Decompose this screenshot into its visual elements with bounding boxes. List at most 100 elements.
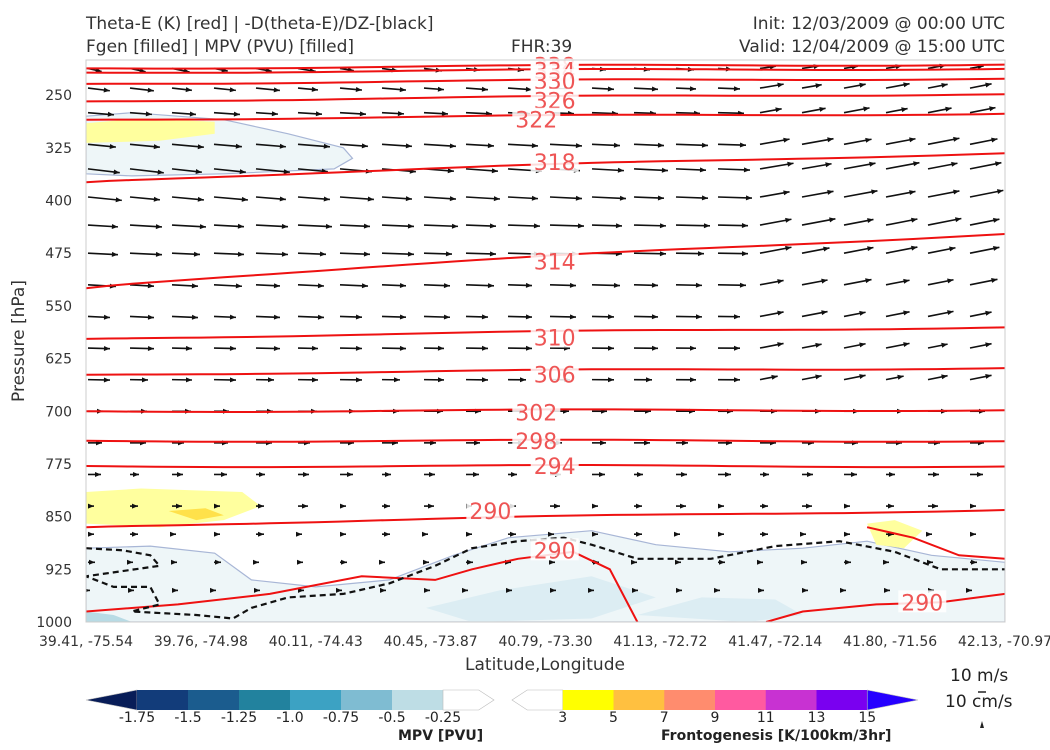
wind-arrow-head <box>783 137 790 143</box>
wind-arrow-head <box>652 345 658 351</box>
wind-arrow-head <box>531 143 538 149</box>
x-tick-label: 40.79, -73.30 <box>498 634 592 650</box>
wind-arrow-head <box>441 111 448 117</box>
wind-arrow-head <box>229 87 236 93</box>
wind-arrow-head <box>145 111 152 117</box>
wind-arrow-head <box>399 283 406 288</box>
wind-arrow-head <box>526 345 532 351</box>
wind-arrow-head <box>632 587 638 593</box>
wind-arrow-head <box>157 169 164 175</box>
wind-arrow-head <box>341 559 347 565</box>
wind-arrow-head <box>829 217 836 223</box>
wind-arrow-head <box>615 223 622 229</box>
wind-arrow-head <box>689 86 696 92</box>
theta-e-contour <box>86 509 1005 529</box>
wind-arrow-head <box>506 587 512 593</box>
wind-arrow-head <box>865 278 872 284</box>
wind-arrow-head <box>384 531 390 537</box>
plot-frame <box>85 59 1006 623</box>
wind-arrow-head <box>548 531 554 537</box>
colorbar-tick-label: -1.75 <box>119 710 155 726</box>
wind-arrow-head <box>237 223 244 229</box>
wind-arrow-head <box>777 82 784 88</box>
wind-arrow-head <box>487 143 494 149</box>
wind-arrow-head <box>696 314 702 320</box>
wind-arrow-head <box>592 531 598 537</box>
wind-arrow-head <box>510 531 516 537</box>
wind-arrow-head <box>636 531 642 537</box>
wind-arrow-head <box>525 86 532 92</box>
wind-arrow-head <box>397 111 404 117</box>
wind-arrow-head <box>971 559 977 565</box>
colorbar-swatch <box>562 690 614 710</box>
mpv-colorbar: -1.75 -1.5 -1.25 -1.0 -0.75 -0.5 -0.25 <box>85 689 495 726</box>
wind-arrow-head <box>617 167 624 173</box>
wind-arrow-head <box>844 531 850 537</box>
wind-arrow-head <box>429 472 435 477</box>
mpv-colorbar-title: MPV [PVU] <box>398 728 484 744</box>
wind-arrow-head <box>481 86 488 92</box>
wind-arrow-head <box>888 503 894 509</box>
x-tick-label: 40.11, -74.43 <box>269 634 363 650</box>
wind-arrow-head <box>311 345 318 351</box>
wind-arrow-head <box>303 472 309 477</box>
colorbar-tick-label: 11 <box>757 710 775 726</box>
y-tick-label: 550 <box>45 299 72 315</box>
colorbar-tick-label: 5 <box>609 710 618 726</box>
wind-arrow-head <box>367 196 374 202</box>
wind-arrow-head <box>155 251 162 257</box>
wind-arrow-head <box>657 195 664 201</box>
wind-arrow-head <box>701 195 708 201</box>
wind-arrow-head <box>911 245 918 251</box>
wind-arrow-head <box>482 377 488 383</box>
wind-arrow-head <box>859 82 866 88</box>
wind-key: 10 m/s 10 cm/s <box>945 666 1013 728</box>
wind-arrow-head <box>734 345 740 351</box>
theta-e-label: 290 <box>901 591 943 616</box>
x-tick-label: 41.47, -72.14 <box>728 634 822 650</box>
wind-arrow-head <box>111 224 118 229</box>
wind-arrow-head <box>985 310 992 316</box>
wind-arrow-head <box>739 282 746 288</box>
wind-arrow-head <box>815 342 822 348</box>
wind-arrow-head <box>230 377 236 383</box>
wind-arrow-head <box>600 440 606 446</box>
wind-arrow-head <box>445 251 452 257</box>
wind-arrow-head <box>619 195 626 201</box>
wind-arrow-head <box>195 169 202 174</box>
wind-arrow-head <box>845 559 851 565</box>
theta-e-label: 302 <box>515 402 557 427</box>
wind-arrow-head <box>319 251 326 257</box>
colorbar-tick-label: -1.0 <box>276 710 303 726</box>
wind-arrow-head <box>132 531 138 537</box>
wind-arrow-head <box>718 531 724 537</box>
colorbar-swatch <box>511 689 564 711</box>
wind-arrow-head <box>399 314 406 320</box>
wind-arrow-head <box>970 503 976 509</box>
theta-e-label: 306 <box>534 364 576 389</box>
theta-e-label-bg <box>530 325 579 348</box>
wind-arrow-head <box>777 279 784 284</box>
wind-arrow-head <box>109 144 116 149</box>
wind-arrow-head <box>103 87 110 93</box>
wind-key-label-cms: 10 cm/s <box>945 692 1013 712</box>
wind-arrow-head <box>682 440 688 446</box>
y-tick-label: 700 <box>45 404 72 420</box>
wind-arrow-head <box>651 314 658 320</box>
wind-arrow-head <box>437 86 444 92</box>
theta-e-label: 294 <box>534 455 576 480</box>
theta-e-contour <box>765 592 1005 622</box>
wind-arrow-head <box>171 559 177 565</box>
wind-arrow-head <box>363 223 370 229</box>
wind-arrow-head <box>323 143 330 149</box>
x-tick-label: 39.41, -75.54 <box>39 634 133 650</box>
wind-arrow-head <box>229 314 236 320</box>
y-tick-label: 1000 <box>36 615 72 631</box>
wind-arrow-head <box>733 86 740 92</box>
wind-arrow-head <box>361 143 368 149</box>
wind-arrow-head <box>380 587 386 593</box>
wind-arrow-head <box>511 472 517 477</box>
wind-arrow-head <box>520 377 526 383</box>
wind-arrow-head <box>273 314 280 320</box>
wind-arrow-head <box>859 342 866 348</box>
